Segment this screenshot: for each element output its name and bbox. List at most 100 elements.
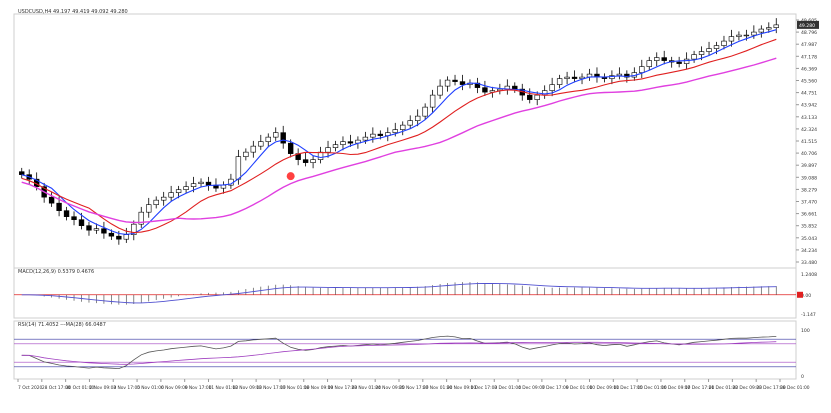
price-tick-label: 43.133	[801, 115, 817, 121]
time-tick-label: 24 Nov 09:00	[375, 385, 405, 391]
last-price-label: 49.280	[799, 23, 815, 29]
candle-body	[758, 28, 765, 33]
candle-body	[280, 132, 286, 144]
candle-body	[250, 145, 257, 153]
candles-layer	[19, 18, 779, 245]
time-tick-label: 9 Dec 01:00	[566, 385, 593, 391]
rsi-layer: 100 0	[14, 328, 810, 380]
candle-body	[437, 85, 443, 96]
candle-body	[168, 192, 174, 198]
time-tick-label: 11 Dec 17:00	[613, 385, 643, 391]
time-tick-label: 4 Dec 09:00	[518, 385, 545, 391]
price-panel	[13, 13, 797, 269]
candle-body	[101, 228, 107, 234]
candle-body	[676, 61, 682, 64]
macd-layer: 1.2408 0.00 -1.147	[14, 272, 817, 318]
candle-body	[19, 171, 25, 175]
time-tick-label: 10 Dec 09:00	[590, 385, 620, 391]
time-tick-label: 1 Dec 17:00	[470, 385, 497, 391]
price-tick-label: 48.796	[801, 30, 817, 36]
candle-body	[400, 124, 406, 130]
candle-body	[713, 45, 720, 49]
candle-body	[332, 144, 339, 148]
macd-label: MACD(12,26,9) 0.5379 0.4676	[18, 269, 94, 275]
candle-body	[183, 186, 189, 190]
time-tick-label: 27 Nov 01:00	[423, 385, 453, 391]
candle-body	[362, 136, 369, 141]
candle-body	[302, 159, 309, 163]
candle-body	[639, 66, 645, 73]
candle-body	[131, 223, 137, 235]
candle-body	[414, 115, 421, 121]
price-tick-label: 35.852	[801, 224, 817, 230]
candle-body	[654, 57, 660, 61]
ma-line-mid-ma	[21, 38, 777, 234]
candle-body	[556, 78, 563, 85]
candle-body	[273, 132, 279, 138]
candle-body	[325, 147, 331, 153]
last-price-badge	[797, 20, 819, 29]
time-tick-label: 5 Nov 01:00	[137, 385, 164, 391]
candle-body	[310, 159, 316, 163]
candle-body	[116, 235, 122, 240]
time-tick-label: 25 Nov 17:00	[399, 385, 429, 391]
price-tick-label: 39.088	[801, 175, 817, 181]
candle-body	[71, 216, 77, 220]
price-tick-label: 40.706	[801, 151, 817, 157]
candle-body	[48, 196, 55, 204]
price-tick-label: 45.560	[801, 79, 817, 85]
price-tick-label: 36.661	[801, 212, 817, 218]
time-tick-label: 23 Dec 17:00	[756, 385, 786, 391]
candle-body	[56, 202, 62, 211]
candle-body	[624, 73, 630, 78]
candle-body	[728, 36, 735, 42]
candle-body	[683, 58, 690, 64]
moving-averages	[21, 29, 777, 235]
candle-body	[198, 181, 204, 184]
time-tick-label: 18 Nov 09:00	[304, 385, 334, 391]
candle-body	[579, 76, 585, 79]
candle-body	[93, 228, 100, 231]
price-tick-label: 38.279	[801, 187, 817, 193]
candle-body	[482, 87, 488, 93]
macd-tick-label: 1.2408	[801, 272, 817, 278]
rsi-label: RSI(14) 71.4052 ---MA(28) 66.0487	[18, 322, 106, 328]
time-tick-label: 12 Nov 09:00	[232, 385, 262, 391]
ma-line-slow-ma	[21, 57, 777, 224]
candle-body	[564, 76, 570, 79]
candle-body	[706, 48, 712, 52]
price-tick-label: 39.897	[801, 163, 817, 169]
candle-body	[512, 85, 518, 90]
time-tick-label: 17 Nov 01:00	[280, 385, 310, 391]
time-tick-label: 7 Dec 17:00	[542, 385, 569, 391]
candle-body	[773, 24, 779, 28]
price-tick-label: 46.369	[801, 66, 817, 72]
price-tick-label: 33.480	[801, 260, 817, 266]
time-tick-label: 28 Dec 01:00	[780, 385, 810, 391]
candle-body	[160, 196, 167, 201]
rsi-panel	[13, 320, 797, 380]
candle-body	[571, 76, 578, 79]
candle-body	[265, 136, 271, 142]
candle-body	[175, 189, 182, 193]
candle-body	[444, 79, 451, 87]
rsi-tick-label: 100	[801, 328, 810, 334]
candle-body	[429, 94, 436, 108]
candle-body	[86, 225, 92, 231]
time-tick-label: 9 Nov 17:00	[185, 385, 212, 391]
candle-body	[721, 40, 727, 46]
candle-body	[317, 151, 324, 160]
candle-body	[743, 34, 750, 37]
time-tick-label: 30 Nov 09:00	[447, 385, 477, 391]
candle-body	[377, 133, 384, 136]
time-tick-label: 23 Nov 01:00	[351, 385, 381, 391]
candle-body	[108, 232, 115, 237]
rsi-tick-label: 0	[801, 374, 804, 380]
candle-body	[452, 79, 458, 82]
candle-body	[78, 219, 85, 226]
candle-body	[243, 151, 249, 157]
price-tick-label: 37.470	[801, 200, 817, 206]
candle-body	[527, 94, 533, 100]
price-tick-label: 35.043	[801, 236, 817, 242]
signal-marker	[286, 172, 295, 181]
